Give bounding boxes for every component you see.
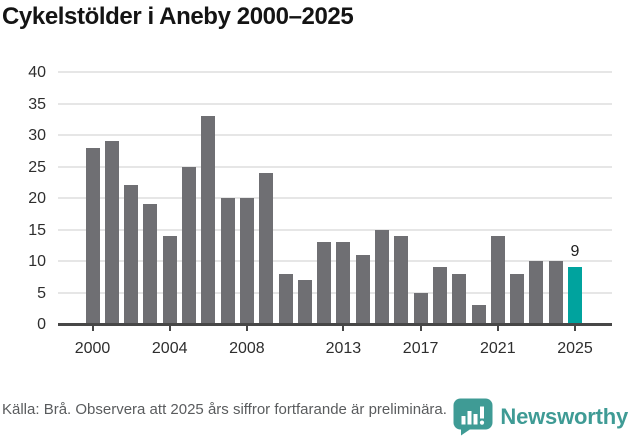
gridline xyxy=(58,291,612,294)
bar-2007 xyxy=(220,198,235,324)
x-axis-tick xyxy=(419,325,422,331)
y-axis-tick-label: 30 xyxy=(28,127,46,144)
gridline xyxy=(58,260,612,262)
x-axis-tick-label: 2013 xyxy=(325,340,362,357)
bar-2024 xyxy=(548,261,563,324)
bar-2017 xyxy=(413,292,428,324)
bar-2013 xyxy=(336,242,351,324)
source-note: Källa: Brå. Observera att 2025 års siffr… xyxy=(2,401,447,418)
bar-2003 xyxy=(143,204,158,324)
x-axis-tick xyxy=(168,325,171,331)
gridline xyxy=(58,197,612,199)
gridline xyxy=(58,71,612,73)
x-axis-tick xyxy=(91,325,94,331)
newsworthy-logo-icon xyxy=(453,398,493,436)
y-axis-tick-label: 15 xyxy=(28,221,46,239)
gridline xyxy=(58,134,612,136)
bar-2011 xyxy=(297,279,312,324)
bar-2016 xyxy=(394,235,409,324)
bar-2015 xyxy=(375,229,389,324)
y-axis-tick-label: 25 xyxy=(28,158,46,176)
newsworthy-logo: Newsworthy xyxy=(453,398,628,436)
x-axis-tick-label: 2025 xyxy=(557,340,593,357)
chart-title: Cykelstölder i Aneby 2000–2025 xyxy=(2,3,354,30)
bar-2012 xyxy=(317,242,332,324)
bar-2022 xyxy=(510,273,525,324)
x-axis-tick-label: 2004 xyxy=(151,340,188,357)
x-axis-tick-label: 2021 xyxy=(480,340,516,357)
x-axis-tick-label: 2017 xyxy=(402,340,439,357)
y-axis-tick-label: 10 xyxy=(28,253,46,270)
gridline xyxy=(58,228,612,231)
bar-2000 xyxy=(85,147,100,324)
bar-2004 xyxy=(162,235,177,324)
bar-2002 xyxy=(124,185,139,324)
x-axis-tick xyxy=(245,325,248,331)
x-axis-tick xyxy=(574,325,576,331)
bar-2014 xyxy=(355,254,370,324)
y-axis-tick-label: 40 xyxy=(28,64,46,81)
bar-2001 xyxy=(104,141,119,324)
bar-2019 xyxy=(452,273,467,324)
x-axis-tick xyxy=(496,325,499,331)
bar-2010 xyxy=(278,273,293,324)
x-axis-tick xyxy=(342,325,345,331)
bar-2006 xyxy=(201,116,216,324)
bar-2008 xyxy=(239,198,254,324)
bar-2021 xyxy=(490,235,505,324)
newsworthy-logo-text: Newsworthy xyxy=(500,404,628,429)
x-axis-tick-label: 2008 xyxy=(229,340,265,357)
x-axis-line xyxy=(58,323,612,326)
y-axis-tick-label: 0 xyxy=(37,316,46,333)
bar-2005 xyxy=(182,166,196,324)
bar-2020 xyxy=(471,305,486,324)
bar-value-label: 9 xyxy=(570,243,580,261)
bar-2023 xyxy=(529,261,544,324)
x-axis-tick-label: 2000 xyxy=(74,340,111,357)
bar-2018 xyxy=(432,267,447,324)
y-axis-tick-label: 20 xyxy=(28,190,46,207)
bar-2025 xyxy=(568,267,582,324)
bar-2009 xyxy=(259,172,274,324)
y-axis-tick-label: 5 xyxy=(37,284,46,302)
y-axis-tick-label: 35 xyxy=(28,95,46,113)
gridline xyxy=(58,165,612,168)
gridline xyxy=(58,102,612,105)
